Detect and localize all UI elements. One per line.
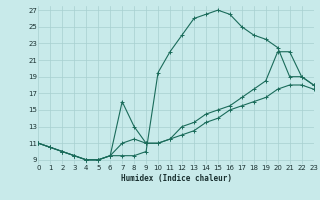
X-axis label: Humidex (Indice chaleur): Humidex (Indice chaleur)	[121, 174, 231, 183]
